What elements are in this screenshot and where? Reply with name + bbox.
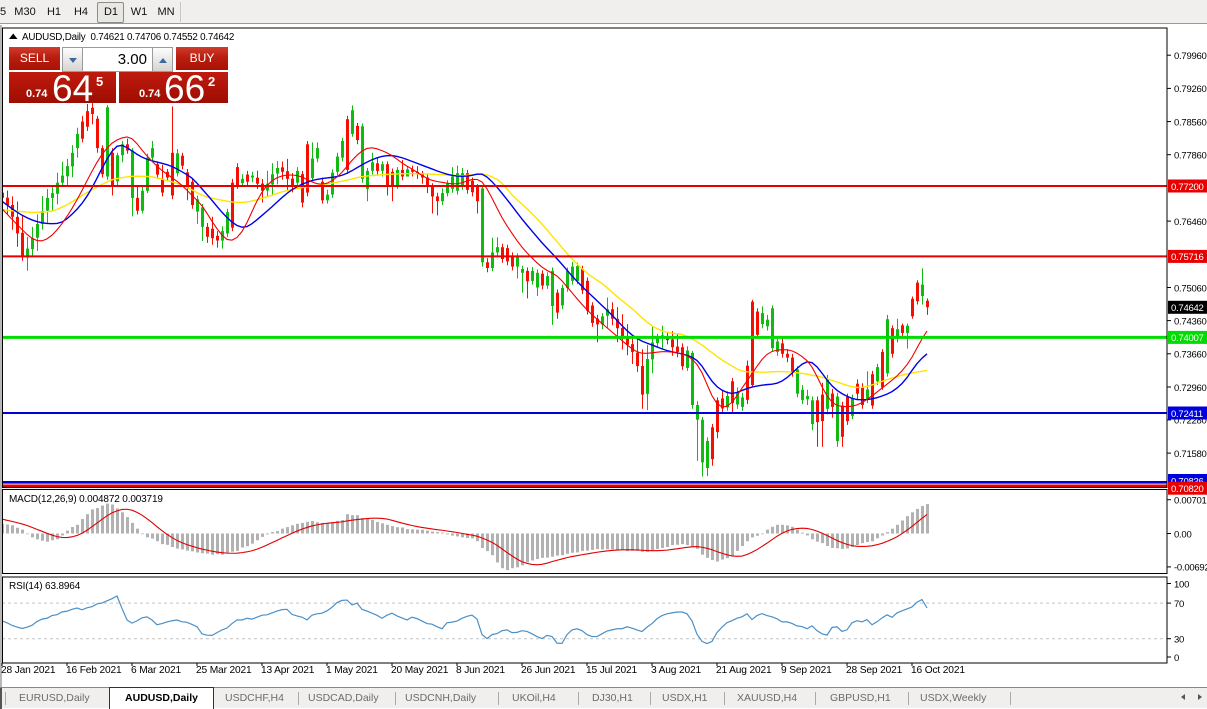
svg-text:3 Aug 2021: 3 Aug 2021	[651, 665, 702, 676]
svg-text:21 Aug 2021: 21 Aug 2021	[716, 665, 772, 676]
svg-text:30: 30	[1174, 635, 1184, 646]
svg-text:-0.00692: -0.00692	[1174, 563, 1207, 574]
svg-text:0.007015: 0.007015	[1174, 496, 1207, 507]
svg-text:0.77860: 0.77860	[1174, 151, 1207, 162]
svg-text:9 Sep 2021: 9 Sep 2021	[781, 665, 832, 676]
svg-text:1 May 2021: 1 May 2021	[326, 665, 378, 676]
svg-text:28 Jan 2021: 28 Jan 2021	[1, 665, 56, 676]
svg-text:0: 0	[1174, 653, 1179, 664]
svg-text:0.75060: 0.75060	[1174, 283, 1207, 294]
svg-text:0.79960: 0.79960	[1174, 51, 1207, 62]
svg-text:0.77200: 0.77200	[1171, 182, 1204, 193]
svg-text:13 Apr 2021: 13 Apr 2021	[261, 665, 315, 676]
svg-text:0.76460: 0.76460	[1174, 217, 1207, 228]
svg-text:0.79260: 0.79260	[1174, 84, 1207, 95]
svg-text:15 Jul 2021: 15 Jul 2021	[586, 665, 638, 676]
svg-text:28 Sep 2021: 28 Sep 2021	[846, 665, 903, 676]
svg-text:0.71580: 0.71580	[1174, 449, 1207, 460]
svg-text:0.74360: 0.74360	[1174, 316, 1207, 327]
svg-text:0.72411: 0.72411	[1171, 409, 1203, 420]
svg-text:8 Jun 2021: 8 Jun 2021	[456, 665, 505, 676]
svg-text:0.73660: 0.73660	[1174, 350, 1207, 361]
svg-text:20 May 2021: 20 May 2021	[391, 665, 449, 676]
svg-text:AUDUSD,Daily 0.74621 0.74706: AUDUSD,Daily 0.74621 0.74706 0.74552 0.7…	[22, 32, 234, 43]
svg-text:RSI(14) 63.8964: RSI(14) 63.8964	[9, 581, 81, 592]
svg-text:0.74642: 0.74642	[1171, 303, 1204, 314]
svg-text:16 Feb 2021: 16 Feb 2021	[66, 665, 122, 676]
svg-text:MACD(12,26,9) 0.004872 0.00371: MACD(12,26,9) 0.004872 0.003719	[9, 494, 163, 505]
svg-text:0.74007: 0.74007	[1171, 333, 1204, 344]
svg-text:70: 70	[1174, 599, 1184, 610]
svg-text:25 Mar 2021: 25 Mar 2021	[196, 665, 252, 676]
svg-text:100: 100	[1174, 579, 1189, 590]
svg-text:0.72280: 0.72280	[1174, 416, 1207, 427]
svg-text:0.70820: 0.70820	[1171, 484, 1204, 495]
svg-text:26 Jun 2021: 26 Jun 2021	[521, 665, 576, 676]
svg-text:6 Mar 2021: 6 Mar 2021	[131, 665, 182, 676]
svg-text:0.00: 0.00	[1174, 529, 1192, 540]
svg-text:16 Oct 2021: 16 Oct 2021	[911, 665, 965, 676]
svg-text:0.75716: 0.75716	[1171, 252, 1204, 263]
svg-text:0.72960: 0.72960	[1174, 383, 1207, 394]
svg-text:0.78560: 0.78560	[1174, 117, 1207, 128]
